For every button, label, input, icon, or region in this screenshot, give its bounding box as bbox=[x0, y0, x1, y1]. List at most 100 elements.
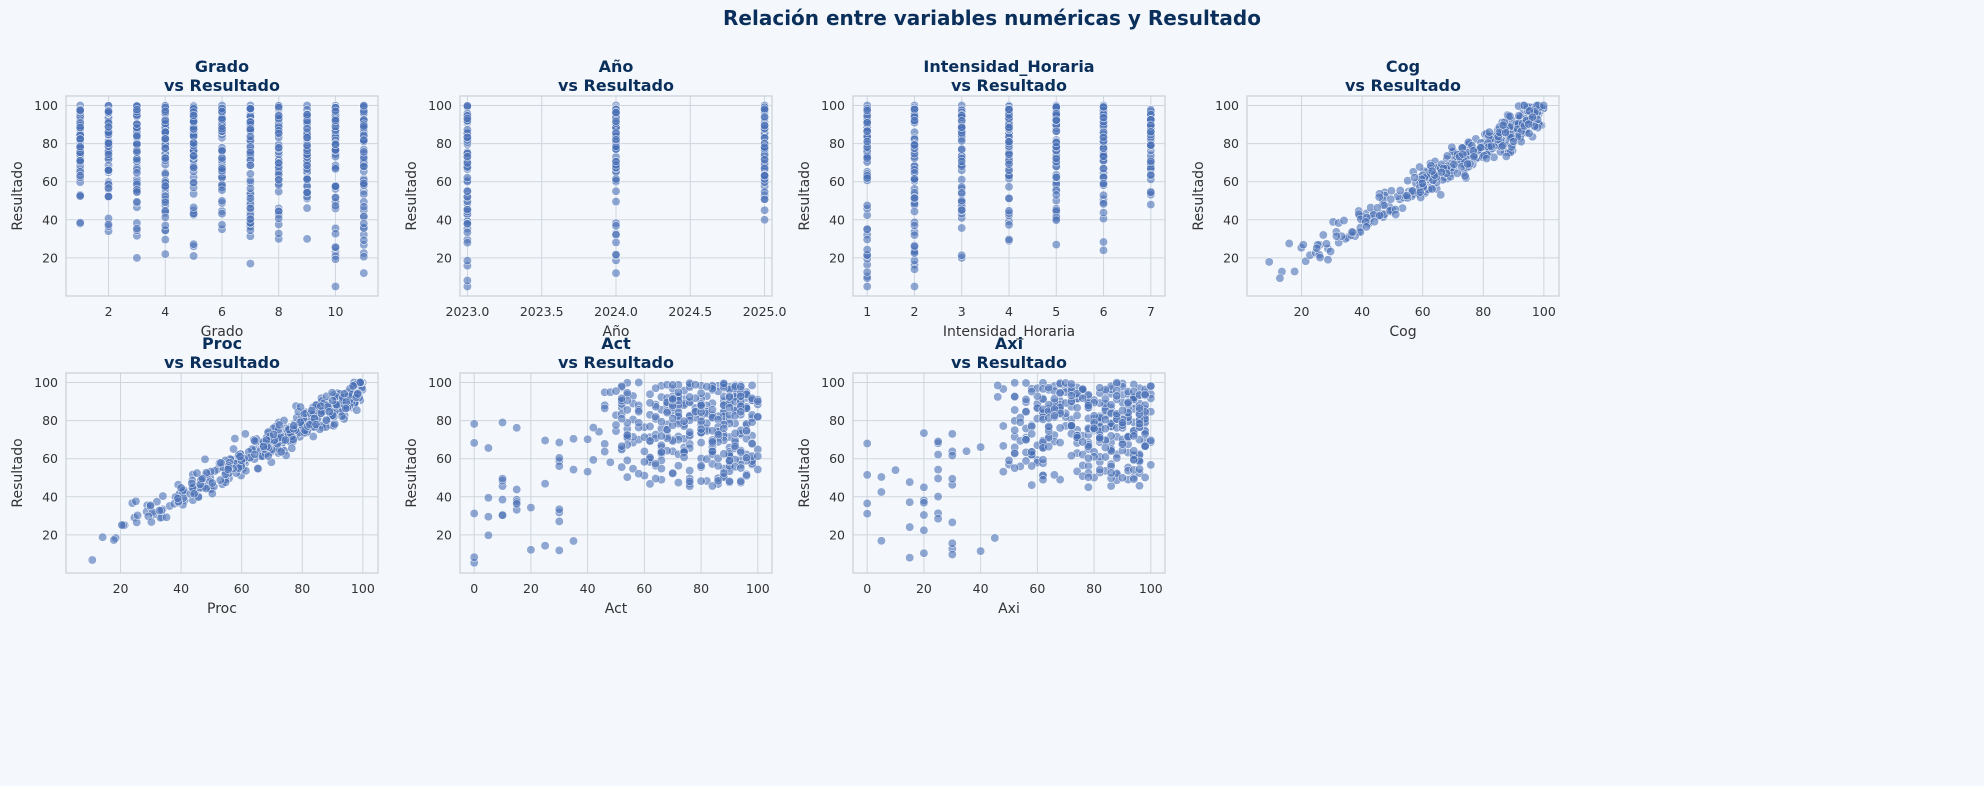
data-point bbox=[160, 212, 170, 222]
data-point bbox=[359, 268, 369, 278]
data-point bbox=[1498, 120, 1508, 130]
data-point bbox=[75, 191, 85, 201]
data-point bbox=[1140, 473, 1150, 482]
data-point bbox=[1264, 257, 1274, 267]
data-point bbox=[160, 197, 170, 207]
data-point bbox=[462, 101, 472, 111]
x-axis-label: Año bbox=[602, 324, 629, 340]
data-point bbox=[707, 437, 717, 447]
data-point bbox=[526, 545, 536, 555]
data-point bbox=[554, 453, 564, 463]
data-point bbox=[645, 479, 655, 489]
data-point bbox=[862, 439, 872, 448]
data-point bbox=[1051, 215, 1061, 225]
data-point bbox=[634, 378, 644, 387]
plot-frame bbox=[459, 95, 773, 297]
data-point bbox=[760, 112, 770, 122]
x-tick-label: 60 bbox=[1415, 304, 1431, 319]
data-point bbox=[1374, 192, 1384, 202]
data-point bbox=[331, 116, 340, 126]
data-point bbox=[359, 178, 369, 188]
data-point bbox=[331, 282, 340, 291]
data-point bbox=[862, 509, 872, 519]
data-point bbox=[1099, 237, 1108, 247]
y-tick-label: 100 bbox=[428, 98, 452, 113]
y-tick-label: 60 bbox=[436, 451, 452, 466]
data-point bbox=[302, 174, 312, 184]
data-point bbox=[1501, 128, 1511, 138]
data-point bbox=[1099, 199, 1108, 209]
data-point bbox=[679, 416, 689, 426]
data-point bbox=[1072, 411, 1082, 420]
data-point bbox=[1051, 115, 1061, 125]
data-point bbox=[685, 392, 695, 402]
data-point bbox=[1004, 455, 1014, 465]
data-point bbox=[331, 193, 340, 202]
x-tick-label: 5 bbox=[1052, 304, 1060, 319]
subplot-title-line1: Intensidad_Horaria bbox=[923, 57, 1094, 76]
data-point bbox=[1361, 222, 1371, 232]
data-point bbox=[1524, 128, 1534, 138]
data-point bbox=[540, 436, 550, 445]
data-point bbox=[736, 407, 746, 417]
data-point bbox=[359, 147, 369, 157]
data-point bbox=[910, 104, 919, 114]
data-point bbox=[154, 506, 164, 516]
data-point bbox=[1436, 190, 1446, 200]
data-point bbox=[280, 435, 290, 445]
data-point bbox=[1123, 397, 1133, 407]
data-point bbox=[274, 158, 284, 168]
data-point bbox=[274, 214, 284, 223]
data-point bbox=[1415, 162, 1425, 172]
data-point bbox=[862, 118, 872, 128]
data-point bbox=[132, 119, 142, 129]
x-axis-label: Cog bbox=[1389, 324, 1416, 340]
data-point bbox=[1099, 113, 1108, 122]
data-point bbox=[628, 464, 638, 474]
data-point bbox=[1072, 403, 1082, 413]
data-point bbox=[651, 383, 661, 393]
data-point bbox=[947, 538, 957, 548]
x-axis-label: Proc bbox=[207, 601, 237, 617]
data-point bbox=[998, 421, 1008, 431]
data-point bbox=[919, 525, 929, 535]
data-point bbox=[760, 155, 770, 165]
data-point bbox=[707, 481, 717, 491]
data-point bbox=[668, 394, 678, 404]
data-point bbox=[707, 405, 717, 415]
data-point bbox=[1083, 453, 1093, 463]
data-point bbox=[160, 143, 170, 153]
data-point bbox=[639, 457, 649, 467]
data-point bbox=[611, 268, 621, 278]
data-point bbox=[910, 282, 919, 291]
data-point bbox=[998, 467, 1008, 477]
x-tick-label: 2024.5 bbox=[668, 304, 712, 319]
data-point bbox=[462, 173, 472, 183]
data-point bbox=[1055, 438, 1065, 448]
data-point bbox=[1004, 159, 1014, 169]
data-point bbox=[75, 171, 85, 181]
data-point bbox=[611, 157, 621, 167]
data-point bbox=[1021, 395, 1031, 404]
data-point bbox=[98, 532, 108, 542]
data-point bbox=[747, 439, 757, 449]
data-point bbox=[1099, 190, 1108, 200]
data-point bbox=[462, 152, 472, 161]
data-point bbox=[702, 382, 712, 392]
data-point bbox=[651, 412, 661, 422]
x-tick-label: 0 bbox=[470, 581, 478, 596]
data-point bbox=[331, 106, 340, 116]
data-point bbox=[617, 441, 627, 451]
y-tick-label: 40 bbox=[829, 489, 845, 504]
data-point bbox=[569, 536, 578, 546]
data-point bbox=[957, 156, 967, 166]
data-point bbox=[1469, 152, 1479, 162]
data-point bbox=[747, 380, 757, 390]
data-point bbox=[462, 227, 472, 237]
data-point bbox=[1476, 143, 1486, 152]
data-point bbox=[341, 403, 351, 413]
data-point bbox=[569, 434, 578, 444]
data-point bbox=[736, 447, 746, 457]
data-point bbox=[611, 237, 621, 247]
